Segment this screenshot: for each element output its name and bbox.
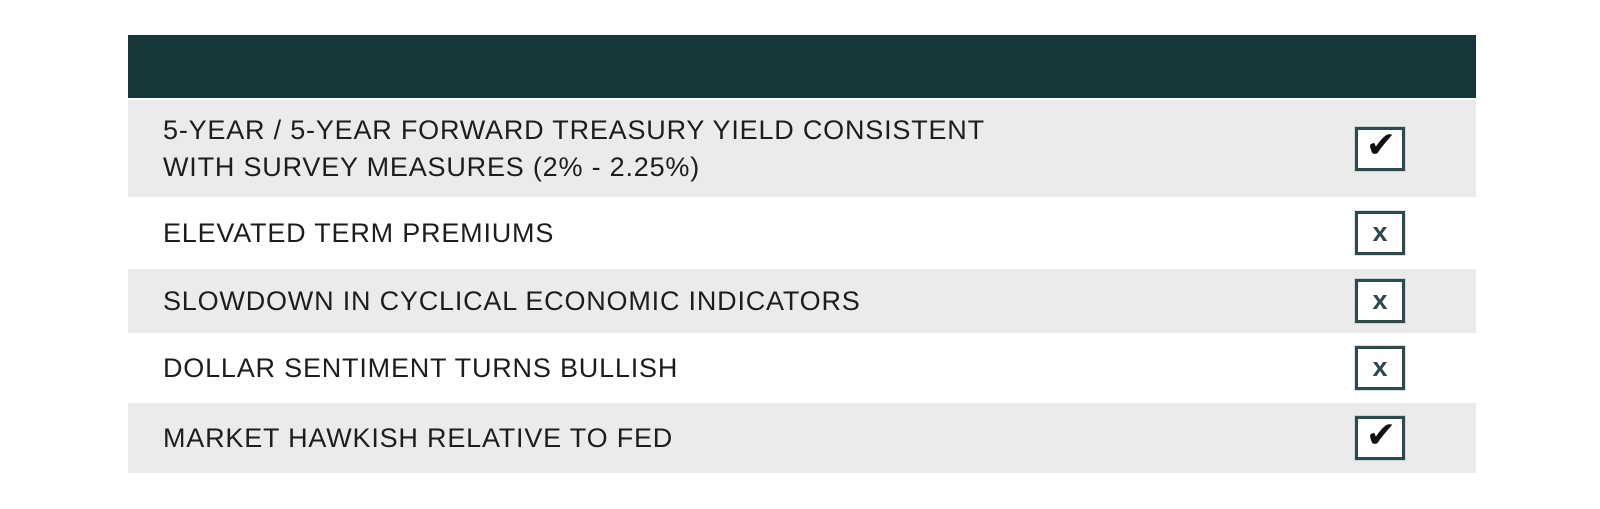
- status-checkbox: x: [1355, 211, 1405, 255]
- check-icon: ✔: [1365, 124, 1397, 165]
- indicator-checklist-table: 5-YEAR / 5-YEAR FORWARD TREASURY YIELD C…: [128, 35, 1476, 473]
- status-checkbox: ✔: [1355, 124, 1405, 171]
- x-mark-icon: x: [1372, 216, 1388, 247]
- status-checkbox: x: [1355, 279, 1405, 323]
- check-icon: ✔: [1365, 413, 1397, 455]
- indicator-label: 5-YEAR / 5-YEAR FORWARD TREASURY YIELD C…: [163, 114, 985, 182]
- indicator-label: ELEVATED TERM PREMIUMS: [163, 217, 555, 248]
- table-row: ELEVATED TERM PREMIUMS x: [128, 197, 1476, 269]
- indicator-label: DOLLAR SENTIMENT TURNS BULLISH: [163, 352, 679, 383]
- x-mark-icon: x: [1372, 284, 1388, 315]
- table-row: SLOWDOWN IN CYCLICAL ECONOMIC INDICATORS…: [128, 269, 1476, 333]
- table-row: MARKET HAWKISH RELATIVE TO FED ✔: [128, 403, 1476, 473]
- table-header-bar: [128, 35, 1476, 98]
- status-checkbox: x: [1355, 346, 1405, 390]
- x-mark-icon: x: [1372, 351, 1388, 382]
- table-row: 5-YEAR / 5-YEAR FORWARD TREASURY YIELD C…: [128, 100, 1476, 197]
- indicator-label: MARKET HAWKISH RELATIVE TO FED: [163, 422, 674, 453]
- status-checkbox: ✔: [1355, 416, 1405, 460]
- table-row: DOLLAR SENTIMENT TURNS BULLISH x: [128, 333, 1476, 403]
- indicator-label: SLOWDOWN IN CYCLICAL ECONOMIC INDICATORS: [163, 285, 861, 316]
